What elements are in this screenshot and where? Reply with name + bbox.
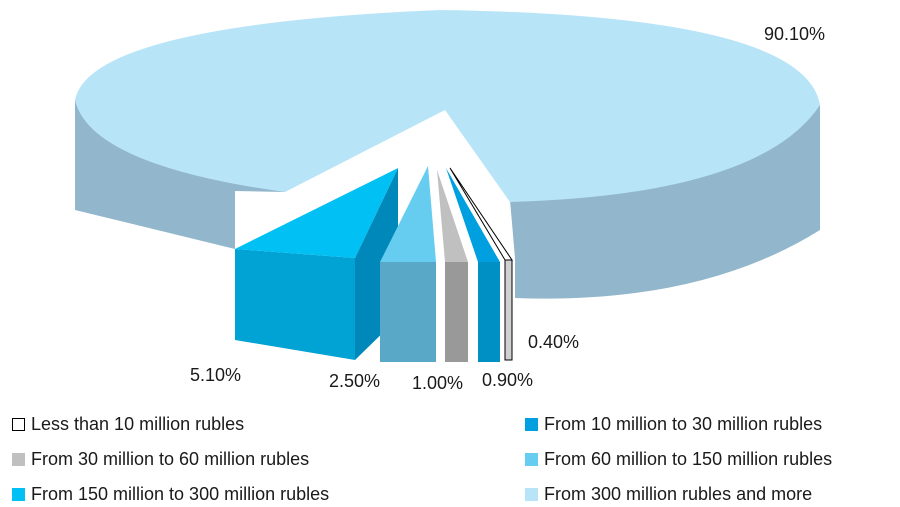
slice-side-150m-300m [235,249,355,360]
legend-swatch [12,488,25,501]
slice-150m-300m [235,168,398,258]
slice-side-30m-60m [445,262,468,362]
legend-swatch [12,453,25,466]
data-label-10m-30m: 0.90% [482,370,533,390]
data-label-60m-150m: 2.50% [329,371,380,390]
legend-label: From 30 million to 60 million rubles [31,449,310,469]
legend-item-60m-150m: From 60 million to 150 million rubles [525,449,832,470]
slice-10m-30m [446,168,500,262]
legend-swatch [525,418,538,431]
legend: Less than 10 million rubles From 10 mill… [0,404,900,507]
legend-label: From 150 million to 300 million rubles [31,484,330,504]
legend-swatch [525,488,538,501]
pie-chart: 90.10% 5.10% 2.50% 1.00% 0.90% 0.40% [75,10,825,390]
data-label-less-10m: 0.40% [528,332,579,352]
legend-item-150m-300m: From 150 million to 300 million rubles [12,484,329,505]
slice-300m-plus [75,10,820,202]
legend-label: From 60 million to 150 million rubles [544,449,833,469]
legend-label: From 10 million to 30 million rubles [544,414,823,434]
slice-side-60m-150m [380,262,436,362]
legend-item-less-10m: Less than 10 million rubles [12,414,244,435]
slice-less-10m [449,167,513,261]
data-label-30m-60m: 1.00% [412,373,463,390]
legend-label: Less than 10 million rubles [31,414,245,434]
legend-item-30m-60m: From 30 million to 60 million rubles [12,449,309,470]
data-label-150m-300m: 5.10% [190,365,241,385]
slice-30m-60m [437,170,468,262]
legend-label: From 300 million rubles and more [544,484,813,504]
legend-item-10m-30m: From 10 million to 30 million rubles [525,414,822,435]
legend-item-300m-plus: From 300 million rubles and more [525,484,812,505]
legend-swatch [12,418,25,431]
legend-swatch [525,453,538,466]
slice-side-less-10m [504,259,513,361]
slice-side-10m-30m [478,262,500,362]
data-label-300m-plus: 90.10% [764,24,825,44]
slice-60m-150m [380,166,436,262]
